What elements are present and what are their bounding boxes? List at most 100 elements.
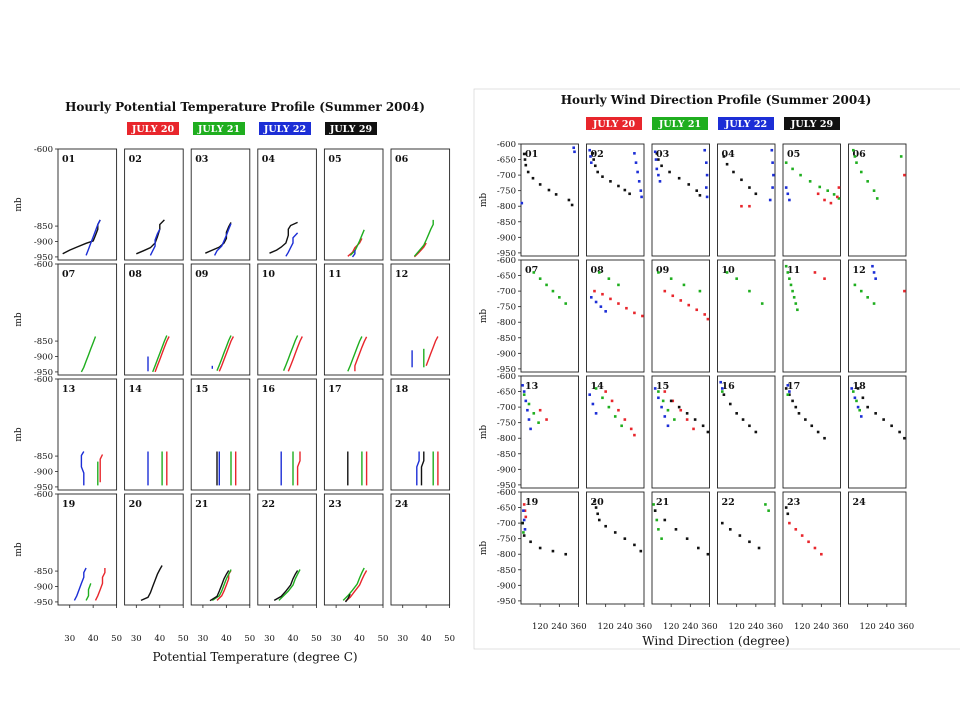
- data-point: [617, 184, 620, 188]
- data-point: [523, 158, 527, 161]
- data-point: [788, 277, 791, 280]
- panel-frame: [848, 143, 907, 257]
- data-point: [784, 506, 788, 509]
- y-tick-label: -600: [497, 140, 516, 150]
- y-tick-label: -900: [34, 468, 53, 478]
- data-point: [640, 195, 643, 199]
- data-point: [594, 300, 598, 304]
- data-point: [593, 289, 596, 293]
- data-point: [524, 399, 528, 403]
- data-point: [856, 405, 860, 409]
- data-point: [597, 271, 601, 274]
- y-tick-label: -950: [497, 365, 516, 375]
- data-point: [634, 161, 638, 164]
- data-point: [633, 433, 636, 437]
- panel-hour-label: 21: [195, 499, 208, 510]
- data-point: [813, 271, 817, 274]
- series-line: [349, 229, 365, 256]
- data-point: [639, 549, 643, 553]
- legend-label: JULY 20: [131, 124, 175, 135]
- data-point: [663, 518, 667, 522]
- data-point: [520, 201, 524, 205]
- data-point: [538, 183, 542, 186]
- data-point: [637, 180, 641, 183]
- data-point: [698, 194, 702, 197]
- data-point: [784, 264, 788, 268]
- data-point: [728, 402, 732, 406]
- series-line: [344, 593, 351, 603]
- panel-frame: [586, 259, 645, 373]
- data-point: [620, 424, 623, 428]
- panel-hour-label: 24: [853, 497, 867, 508]
- data-point: [660, 537, 663, 540]
- panel-hour-label: 23: [787, 497, 800, 508]
- data-point: [522, 393, 526, 396]
- panel-hour-label: 18: [395, 384, 409, 395]
- panel-hour-label: 14: [591, 381, 605, 392]
- panel-frame: [651, 259, 710, 373]
- panel-hour-label: 09: [656, 265, 670, 276]
- panel-frame: [257, 263, 317, 376]
- data-point: [866, 180, 869, 183]
- series-line: [211, 569, 232, 601]
- data-point: [655, 518, 659, 522]
- data-point: [818, 185, 822, 189]
- y-tick-label: -750: [497, 419, 516, 429]
- series-line: [420, 451, 425, 486]
- panel-hour-label: 07: [62, 269, 75, 280]
- data-point: [705, 195, 709, 199]
- data-point: [903, 289, 906, 293]
- x-tick-label: 50: [178, 634, 189, 644]
- data-point: [522, 534, 526, 537]
- data-point: [609, 180, 612, 183]
- data-point: [823, 436, 826, 440]
- panel-frame: [717, 259, 776, 373]
- data-point: [799, 173, 802, 177]
- data-point: [636, 170, 639, 174]
- x-axis-label: Wind Direction (degree): [642, 634, 789, 648]
- data-point: [639, 189, 643, 192]
- series-line: [80, 336, 97, 373]
- data-point: [836, 195, 839, 199]
- data-point: [666, 424, 670, 428]
- panel-frame: [651, 143, 710, 257]
- data-point: [810, 424, 814, 428]
- data-point: [558, 296, 561, 299]
- panel-frame: [190, 378, 251, 491]
- x-tick-label: 50: [378, 634, 389, 644]
- data-point: [820, 552, 823, 556]
- panel-hour-label: 02: [591, 149, 604, 160]
- data-point: [741, 418, 745, 421]
- data-point: [859, 415, 863, 418]
- data-point: [740, 178, 743, 182]
- data-point: [596, 512, 599, 516]
- series-line: [345, 570, 368, 602]
- data-point: [564, 302, 568, 305]
- data-point: [599, 305, 603, 308]
- data-point: [529, 427, 532, 431]
- panel-frame: [323, 378, 384, 491]
- legend-label: JULY 21: [658, 119, 701, 130]
- data-point: [866, 405, 869, 409]
- panel-hour-label: 01: [525, 149, 538, 160]
- panel-frame: [586, 375, 645, 489]
- y-tick-label: -900: [497, 581, 516, 591]
- data-point: [703, 148, 707, 152]
- x-tick-label: 240: [748, 622, 764, 632]
- y-tick-label: -700: [497, 287, 516, 297]
- data-point: [703, 313, 707, 316]
- panel-frame: [57, 378, 118, 491]
- y-axis-label: mb: [479, 193, 489, 208]
- data-point: [705, 173, 709, 177]
- chart-title: Hourly Wind Direction Profile (Summer 20…: [561, 93, 872, 107]
- panel-hour-label: 07: [525, 265, 538, 276]
- series-line: [218, 336, 235, 372]
- data-point: [856, 387, 860, 390]
- data-point: [874, 412, 877, 415]
- data-point: [738, 534, 742, 537]
- y-tick-label: -950: [34, 483, 53, 493]
- data-point: [754, 430, 758, 434]
- legend-swatch: [325, 122, 377, 135]
- data-point: [594, 387, 598, 390]
- y-tick-label: -850: [497, 566, 516, 576]
